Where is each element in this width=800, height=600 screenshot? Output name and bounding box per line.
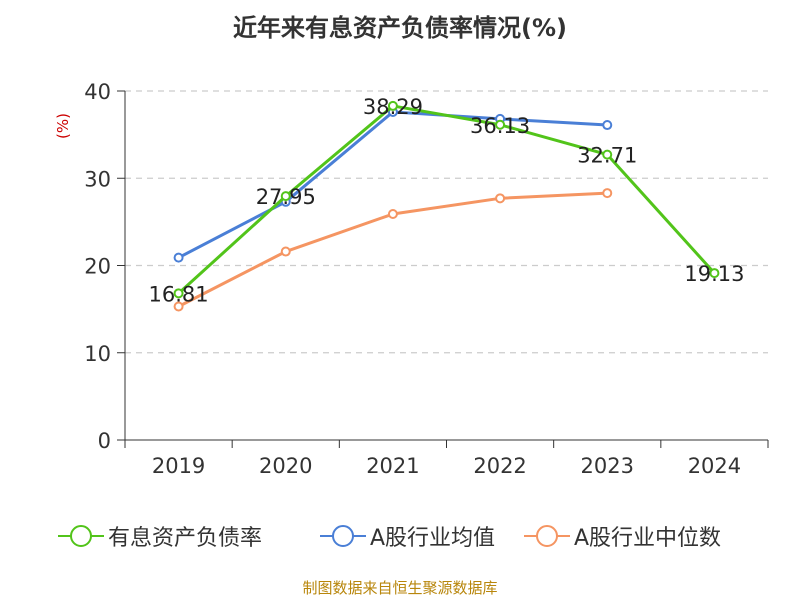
- x-tick-label: 2020: [259, 454, 312, 478]
- series-line-0: [177, 104, 716, 295]
- data-point: [495, 193, 506, 204]
- data-point: [602, 188, 613, 199]
- grid-lines: [125, 90, 768, 354]
- data-point: [280, 246, 291, 257]
- data-point: [602, 120, 613, 131]
- legend-marker-icon: [320, 525, 366, 547]
- data-label: 32.71: [577, 144, 637, 168]
- y-tick-label: 30: [84, 167, 111, 191]
- data-labels: 16.81 27.95 38.29 36.13 32.71 19.13: [149, 95, 745, 306]
- y-tick-label: 10: [84, 342, 111, 366]
- source-note: 制图数据来自恒生聚源数据库: [302, 579, 498, 597]
- data-label: 16.81: [149, 282, 209, 306]
- legend-item-series-1[interactable]: A股行业均值: [320, 523, 496, 551]
- data-label: 27.95: [256, 185, 316, 209]
- legend-label: 有息资产负债率: [108, 526, 263, 551]
- legend-label: A股行业中位数: [574, 526, 722, 551]
- data-label: 19.13: [684, 262, 744, 286]
- x-tick-label: 2023: [581, 454, 634, 478]
- series-lines: [173, 100, 720, 312]
- data-point: [709, 268, 720, 279]
- x-tick-label: 2024: [688, 454, 741, 478]
- legend-marker-icon: [524, 525, 570, 547]
- data-point: [602, 149, 613, 160]
- axes: 0 10 20 30 40 2019 2020 2021 2022 2023 2024: [84, 80, 769, 478]
- data-label: 38.29: [363, 95, 423, 119]
- legend-marker-icon: [58, 525, 104, 547]
- x-tick-label: 2021: [366, 454, 419, 478]
- chart-title: 近年来有息资产负债率情况(%): [233, 14, 567, 42]
- data-point: [173, 288, 184, 299]
- data-point: [173, 301, 184, 312]
- data-point: [495, 119, 506, 130]
- data-point: [387, 209, 398, 220]
- data-point: [280, 191, 291, 202]
- legend-label: A股行业均值: [370, 526, 496, 551]
- x-tick-label: 2019: [152, 454, 205, 478]
- y-tick-label: 40: [84, 80, 111, 104]
- y-tick-label: 0: [98, 429, 111, 453]
- data-point: [387, 100, 398, 111]
- legend-item-series-2[interactable]: A股行业中位数: [524, 523, 722, 551]
- y-tick-label: 20: [84, 255, 111, 279]
- data-label: 36.13: [470, 114, 530, 138]
- legend-item-series-0[interactable]: 有息资产负债率: [58, 523, 263, 551]
- y-axis-label: (%): [54, 113, 72, 139]
- data-point: [173, 252, 184, 263]
- x-tick-label: 2022: [473, 454, 526, 478]
